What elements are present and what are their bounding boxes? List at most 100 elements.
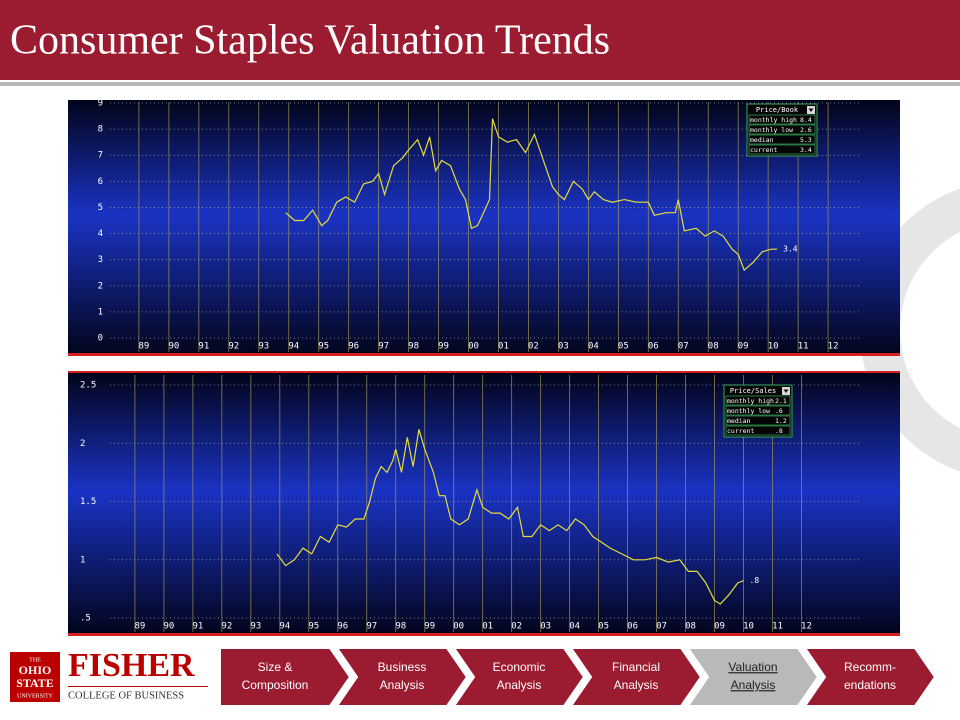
stats-value: 2.1 <box>775 397 787 405</box>
x-tick-label: 02 <box>528 342 539 352</box>
stats-label: monthly high <box>750 116 797 124</box>
x-tick-label: 07 <box>656 622 667 632</box>
footer: THE OHIO STATE UNIVERSITY FISHER COLLEGE… <box>10 647 208 702</box>
school-name: FISHER <box>68 647 195 684</box>
x-tick-label: 03 <box>540 622 551 632</box>
x-tick-label: 91 <box>198 342 209 352</box>
nav-chevron[interactable] <box>803 647 937 707</box>
x-tick-label: 94 <box>288 342 299 352</box>
x-tick-label: 06 <box>648 342 659 352</box>
x-tick-label: 99 <box>424 622 435 632</box>
y-tick-label: 2.5 <box>80 381 96 391</box>
stats-label: current <box>750 146 777 154</box>
nav-item[interactable]: Size & Composition <box>219 647 352 707</box>
x-tick-label: 90 <box>168 342 179 352</box>
x-tick-label: 89 <box>134 622 145 632</box>
x-tick-label: 96 <box>337 622 348 632</box>
y-tick-label: 7 <box>98 151 103 161</box>
stats-value: 8.4 <box>800 116 812 124</box>
stats-label: monthly low <box>727 407 770 415</box>
y-tick-label: 4 <box>98 229 103 239</box>
stats-label: monthly low <box>750 126 793 134</box>
x-tick-label: 06 <box>627 622 638 632</box>
x-tick-label: 07 <box>678 342 689 352</box>
stats-row <box>725 415 791 426</box>
x-tick-label: 09 <box>738 342 749 352</box>
nav-label: Size & <box>258 660 293 674</box>
nav-label: Financial <box>612 660 660 674</box>
y-tick-label: 1 <box>98 307 103 317</box>
chart: 89 90 91 92 93 94 95 96 97 98 99 00 01 02 03 04 05 06 07 08… <box>68 371 900 636</box>
stats-box <box>746 103 818 157</box>
x-tick-label: 00 <box>453 622 464 632</box>
nav-item[interactable]: Economic Analysis <box>452 647 586 707</box>
logo-text: THE <box>29 657 41 663</box>
data-line <box>276 429 744 605</box>
slide-title: Consumer Staples Valuation Trends <box>10 18 610 64</box>
x-tick-label: 93 <box>250 622 261 632</box>
nav-chevron[interactable] <box>686 647 820 707</box>
stats-dropdown-arrow <box>808 108 814 112</box>
x-tick-label: 12 <box>801 622 812 632</box>
x-tick-label: 11 <box>798 342 809 352</box>
nav-label: Composition <box>242 678 309 692</box>
stats-label: median <box>750 136 774 144</box>
x-tick-label: 89 <box>138 342 149 352</box>
nav: Size & Composition Business Analysis Economi… <box>219 647 937 707</box>
y-tick-label: 9 <box>98 99 103 109</box>
end-label: 3.4 <box>783 245 798 254</box>
x-tick-label: 94 <box>279 622 290 632</box>
nav-label: Business <box>378 660 427 674</box>
nav-chevron[interactable] <box>569 647 703 707</box>
chart-border <box>68 371 900 373</box>
stats-title: Price/Book <box>756 106 799 114</box>
nav-label: Analysis <box>380 678 425 692</box>
x-tick-label: 05 <box>598 622 609 632</box>
nav-item[interactable]: Business Analysis <box>335 647 469 707</box>
x-tick-label: 11 <box>772 622 783 632</box>
x-tick-label: 00 <box>468 342 479 352</box>
nav-item[interactable]: Financial Analysis <box>569 647 703 707</box>
x-tick-label: 09 <box>714 622 725 632</box>
x-tick-label: 99 <box>438 342 449 352</box>
stats-row <box>748 144 816 155</box>
nav-chevron[interactable] <box>335 647 469 707</box>
x-tick-label: 02 <box>511 622 522 632</box>
stats-label: median <box>727 417 751 425</box>
title-bar <box>0 0 960 80</box>
logo-text: OHIO <box>19 663 52 677</box>
stats-row <box>725 395 791 406</box>
y-tick-label: 1.5 <box>80 497 96 507</box>
x-tick-label: 10 <box>743 622 754 632</box>
x-tick-label: 95 <box>308 622 319 632</box>
stats-value: .6 <box>775 407 783 415</box>
stats-value: .8 <box>775 427 783 435</box>
nav-item[interactable]: Recomm-endations <box>803 647 937 707</box>
x-tick-label: 05 <box>618 342 629 352</box>
nav-label: Analysis <box>614 678 659 692</box>
stats-dropdown-arrow <box>783 389 789 393</box>
x-tick-label: 08 <box>685 622 696 632</box>
stats-value: 3.4 <box>800 146 812 154</box>
nav-chevron[interactable] <box>219 647 352 707</box>
stats-row <box>725 405 791 416</box>
x-tick-label: 98 <box>408 342 419 352</box>
stats-value: 5.3 <box>800 136 812 144</box>
x-tick-label: 08 <box>708 342 719 352</box>
nav-item[interactable]: Valuation Analysis <box>686 647 820 707</box>
logo-rule <box>68 686 208 687</box>
y-tick-label: 5 <box>98 203 103 213</box>
stats-title: Price/Sales <box>730 387 776 395</box>
x-tick-label: 90 <box>163 622 174 632</box>
nav-chevron[interactable] <box>452 647 586 707</box>
college-name: COLLEGE OF BUSINESS <box>68 690 184 701</box>
stats-label: monthly high <box>727 397 774 405</box>
y-tick-label: 6 <box>98 177 103 187</box>
nav-label: Recomm- <box>844 660 896 674</box>
y-tick-label: 3 <box>98 255 103 265</box>
charts: 89 90 91 92 93 94 95 96 97 98 99 00 01 02 03 04 05 06 07 08… <box>68 99 900 636</box>
x-tick-label: 10 <box>768 342 779 352</box>
x-tick-label: 96 <box>348 342 359 352</box>
end-label: .8 <box>750 576 760 585</box>
